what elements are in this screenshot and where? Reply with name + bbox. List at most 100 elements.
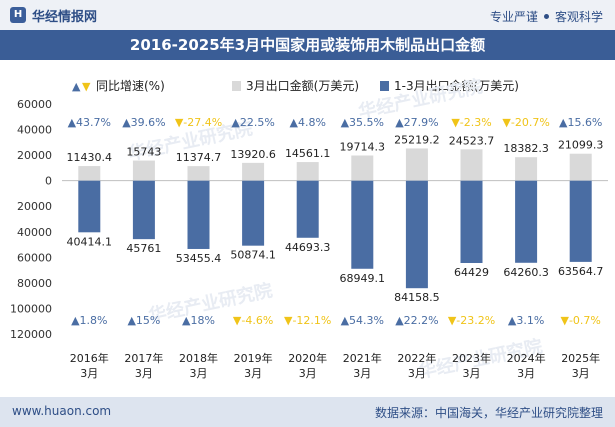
footer: www.huaon.com 数据来源：中国海关，华经产业研究院整理	[0, 397, 615, 427]
x-tick-label: 2022年 3月	[397, 351, 436, 380]
data-label-cumulative: 40414.1	[67, 235, 113, 248]
yoy-label-cumulative: ▲3.1%	[508, 314, 544, 327]
legend: ▲ ▼ 同比增速(%) 3月出口金额(万美元) 1-3月出口金额(万美元)	[72, 78, 519, 93]
yoy-label-cumulative: ▼-12.1%	[284, 314, 331, 327]
data-label-march: 21099.3	[558, 139, 604, 152]
x-tick-line: 3月	[244, 367, 262, 380]
yoy-label-march: ▼-27.4%	[175, 116, 222, 129]
x-tick-label: 2023年 3月	[452, 351, 491, 380]
data-label-cumulative: 84158.5	[394, 291, 440, 304]
data-label-march: 24523.7	[449, 134, 495, 147]
y-tick-label: 40000	[17, 124, 52, 137]
bar-cumulative	[351, 180, 374, 269]
legend-yoy-up-icon: ▲	[72, 80, 81, 93]
x-tick-label: 2017年 3月	[124, 351, 163, 380]
yoy-label-march: ▲15.6%	[559, 116, 602, 129]
yoy-label-march: ▲27.9%	[395, 116, 438, 129]
footer-website: www.huaon.com	[12, 404, 112, 418]
data-label-march: 25219.2	[394, 133, 440, 146]
top-bar: H 华经情报网 专业严谨 客观科学	[0, 0, 615, 30]
yoy-label-cumulative: ▲1.8%	[71, 314, 107, 327]
legend-march-swatch	[232, 81, 241, 91]
x-tick-label: 2025年 3月	[561, 351, 600, 380]
yoy-label-march: ▲43.7%	[68, 116, 111, 129]
chart-title: 2016-2025年3月中国家用或装饰用木制品出口金额	[0, 30, 615, 60]
yoy-label-cumulative: ▼-0.7%	[561, 314, 601, 327]
bar-cumulative	[187, 180, 210, 249]
yoy-label-cumulative: ▼-23.2%	[448, 314, 495, 327]
bar-march	[515, 157, 538, 181]
legend-march-label: 3月出口金额(万美元)	[246, 78, 359, 93]
data-label-march: 18382.3	[503, 142, 549, 155]
logo-icon: H	[10, 7, 26, 23]
yoy-label-cumulative: ▲15%	[127, 314, 160, 327]
data-label-march: 15743	[126, 146, 161, 159]
logo-text: 华经情报网	[32, 9, 98, 25]
y-axis: 60000 40000 20000 0 20000 40000 60000 80000 1000…	[10, 98, 608, 341]
yoy-label-march: ▲22.5%	[231, 116, 274, 129]
y-tick-label: 120000	[10, 328, 52, 341]
y-tick-label: 60000	[17, 251, 52, 264]
bar-cumulative	[132, 180, 155, 240]
bar-march	[460, 149, 483, 181]
x-tick-line: 3月	[572, 367, 590, 380]
x-tick-line: 2025年	[561, 351, 600, 365]
data-label-cumulative: 45761	[126, 242, 161, 255]
bars	[78, 148, 592, 289]
bar-cumulative	[569, 180, 592, 262]
x-tick-label: 2019年 3月	[234, 351, 273, 380]
legend-cumulative-label: 1-3月出口金额(万美元)	[394, 78, 519, 93]
yoy-label-cumulative: ▲22.2%	[395, 314, 438, 327]
x-tick-line: 3月	[190, 367, 208, 380]
data-label-cumulative: 68949.1	[340, 272, 386, 285]
data-label-cumulative: 53455.4	[176, 252, 222, 265]
x-tick-label: 2016年 3月	[70, 351, 109, 380]
data-label-march: 11374.7	[176, 151, 222, 164]
x-tick-label: 2024年 3月	[507, 351, 546, 380]
data-label-cumulative: 63564.7	[558, 265, 604, 278]
legend-yoy-label: 同比增速(%)	[96, 79, 165, 93]
x-tick-line: 2023年	[452, 351, 491, 365]
x-tick-line: 3月	[353, 367, 371, 380]
bar-march	[296, 162, 319, 181]
x-tick-label: 2021年 3月	[343, 351, 382, 380]
yoy-label-cumulative: ▼-4.6%	[233, 314, 273, 327]
x-tick-line: 2024年	[507, 351, 546, 365]
data-label-march: 11430.4	[67, 151, 113, 164]
legend-yoy-down-icon: ▼	[82, 80, 91, 93]
x-tick-line: 2022年	[397, 351, 436, 365]
x-tick-line: 3月	[463, 367, 481, 380]
yoy-label-march: ▼-20.7%	[502, 116, 549, 129]
x-tick-line: 3月	[80, 367, 98, 380]
plot-area: ▲ ▼ 同比增速(%) 3月出口金额(万美元) 1-3月出口金额(万美元) 华经产业研究…	[0, 60, 615, 397]
yoy-label-march: ▲35.5%	[341, 116, 384, 129]
tag-professional: 专业严谨	[489, 10, 538, 24]
y-tick-label: 20000	[17, 200, 52, 213]
yoy-label-march: ▼-2.3%	[451, 116, 491, 129]
data-label-cumulative: 64429	[454, 266, 489, 279]
data-label-march: 14561.1	[285, 147, 331, 160]
bar-march	[132, 160, 155, 181]
bar-march	[351, 155, 374, 181]
bar-cumulative	[515, 180, 538, 263]
chart-svg: ▲ ▼ 同比增速(%) 3月出口金额(万美元) 1-3月出口金额(万美元) 华经产业研究…	[10, 75, 608, 383]
data-label-cumulative: 64260.3	[503, 266, 549, 279]
x-tick-line: 2021年	[343, 351, 382, 365]
bar-march	[405, 148, 428, 181]
x-tick-line: 2020年	[288, 351, 327, 365]
y-tick-label: 80000	[17, 277, 52, 290]
bar-march	[187, 166, 210, 181]
bar-march	[242, 162, 265, 181]
yoy-label-cumulative: ▲54.3%	[341, 314, 384, 327]
y-tick-label: 60000	[17, 98, 52, 111]
x-tick-label: 2018年 3月	[179, 351, 218, 380]
x-tick-line: 3月	[135, 367, 153, 380]
bar-cumulative	[242, 180, 265, 246]
bar-cumulative	[460, 180, 483, 263]
bar-cumulative	[405, 180, 428, 289]
logo: H 华经情报网	[10, 6, 97, 25]
data-label-march: 13920.6	[230, 148, 276, 161]
top-tags: 专业严谨 客观科学	[490, 8, 603, 25]
